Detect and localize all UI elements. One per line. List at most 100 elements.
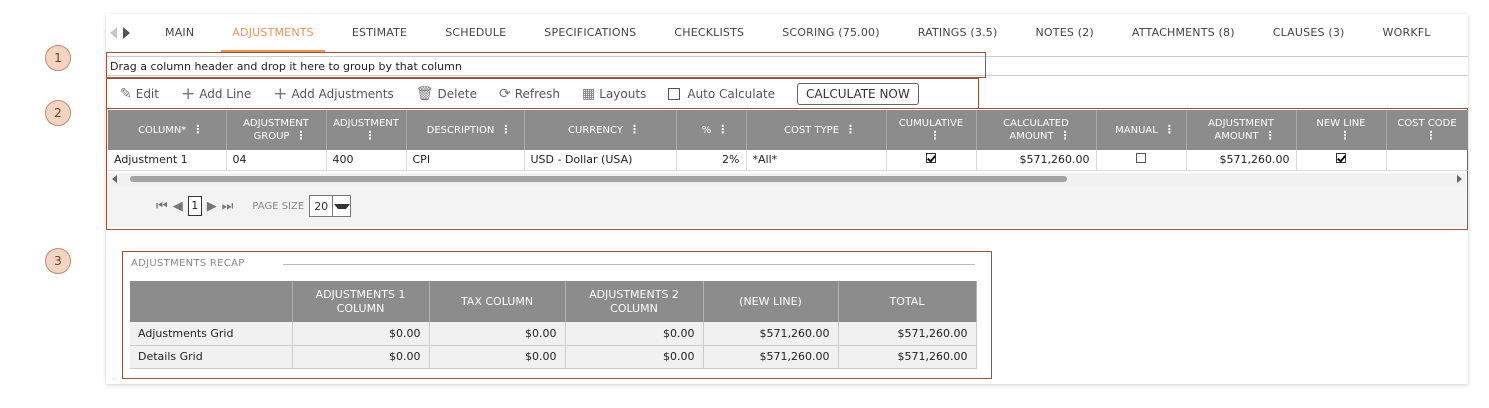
tab-main[interactable]: MAIN (165, 26, 195, 39)
cell-currency[interactable]: USD - Dollar (USA) (524, 150, 677, 171)
page-size-select[interactable]: 20 (309, 195, 352, 217)
tab-scroll-left-icon[interactable] (110, 27, 117, 39)
tab-scroll-right-icon[interactable] (123, 27, 130, 39)
recap-cell: $571,260.00 (838, 345, 977, 369)
tab-attachments[interactable]: ATTACHMENTS (8) (1131, 26, 1235, 39)
refresh-button[interactable]: ⟳ Refresh (499, 86, 560, 102)
add-line-label: Add Line (199, 87, 252, 101)
tab-estimate[interactable]: ESTIMATE (351, 26, 408, 39)
tab-checklists[interactable]: CHECKLISTS (674, 26, 745, 39)
column-header-adjustment-amount[interactable]: ADJUSTMENT AMOUNT ⋮ (1186, 110, 1297, 150)
callout-1: 1 (45, 45, 71, 71)
cell-cost-code[interactable] (1386, 150, 1468, 171)
recap-cell: $0.00 (429, 345, 566, 369)
column-menu-icon[interactable]: ⋮ (628, 122, 640, 136)
add-line-button[interactable]: + Add Line (181, 84, 251, 104)
recap-header-row: ADJUSTMENTS 1 COLUMN TAX COLUMN ADJUSTME… (130, 281, 977, 322)
pagination-bar: ⏮ ◀ 1 ▶ ⏭ PAGE SIZE 20 (108, 185, 1466, 227)
column-header-column[interactable]: COLUMN* ⋮ (108, 110, 227, 150)
column-header-manual[interactable]: MANUAL ⋮ (1096, 110, 1187, 150)
recap-cell: $571,260.00 (838, 322, 977, 346)
recap-cell: $0.00 (292, 322, 430, 346)
column-menu-icon[interactable]: ⋮ (1059, 128, 1071, 142)
tab-clauses[interactable]: CLAUSES (3) (1272, 26, 1345, 39)
first-page-icon[interactable]: ⏮ (156, 198, 168, 214)
recap-divider (283, 264, 975, 265)
cell-adjustment-amount[interactable]: $571,260.00 (1186, 150, 1297, 171)
previous-page-icon[interactable]: ◀ (172, 198, 183, 214)
auto-calculate-checkbox[interactable] (668, 88, 681, 100)
column-header-adjustment-group[interactable]: ADJUSTMENT GROUP ⋮ (226, 110, 327, 150)
column-header-cost-type[interactable]: COST TYPE ⋮ (746, 110, 887, 150)
refresh-icon: ⟳ (498, 86, 511, 102)
cell-calculated-amount[interactable]: $571,260.00 (976, 150, 1097, 171)
group-by-drop-area[interactable]: Drag a column header and drop it here to… (106, 56, 1468, 76)
column-menu-icon[interactable]: ⋮ (295, 128, 307, 142)
adjustments-panel: MAIN ADJUSTMENTS ESTIMATE SCHEDULE SPECI… (106, 14, 1468, 384)
column-header-cumulative[interactable]: CUMULATIVE ⋮ (886, 110, 977, 150)
tab-adjustments[interactable]: ADJUSTMENTS (213, 14, 333, 52)
column-header-currency[interactable]: CURRENCY ⋮ (524, 110, 677, 150)
column-header-description[interactable]: DESCRIPTION ⋮ (406, 110, 525, 150)
scroll-left-icon[interactable] (112, 175, 117, 183)
column-menu-icon[interactable]: ⋮ (1163, 122, 1175, 136)
manual-checkbox[interactable] (1136, 153, 1146, 164)
column-menu-icon[interactable]: ⋮ (929, 128, 941, 142)
column-header-percent[interactable]: % ⋮ (676, 110, 747, 150)
recap-cell: $571,260.00 (703, 322, 839, 346)
column-menu-icon[interactable]: ⋮ (364, 128, 376, 142)
next-page-icon[interactable]: ▶ (206, 198, 217, 214)
edit-button[interactable]: ✎ Edit (120, 86, 159, 102)
column-menu-icon[interactable]: ⋮ (192, 122, 204, 136)
tab-scoring[interactable]: SCORING (75.00) (782, 26, 880, 39)
callout-2: 2 (45, 100, 71, 126)
cell-description[interactable]: CPI (406, 150, 525, 171)
horizontal-scrollbar[interactable] (108, 173, 1466, 185)
column-menu-icon[interactable]: ⋮ (1264, 128, 1276, 142)
cell-cumulative[interactable] (886, 150, 977, 171)
delete-button[interactable]: 🗑 Delete (416, 86, 477, 102)
tab-workflow[interactable]: WORKFL (1382, 26, 1431, 39)
cell-manual[interactable] (1096, 150, 1187, 171)
add-adjustments-button[interactable]: + Add Adjustments (273, 84, 393, 104)
highlight-zone-1 (106, 52, 986, 78)
cell-column[interactable]: Adjustment 1 (108, 150, 227, 171)
chevron-down-icon[interactable] (332, 196, 350, 216)
column-menu-icon[interactable]: ⋮ (845, 122, 857, 136)
recap-cell: $0.00 (429, 322, 566, 346)
table-row: Adjustments Grid $0.00 $0.00 $0.00 $571,… (130, 322, 977, 346)
column-menu-icon[interactable]: ⋮ (1425, 128, 1437, 142)
calculate-now-button[interactable]: CALCULATE NOW (797, 83, 919, 105)
cell-new-line[interactable] (1296, 150, 1387, 171)
cell-adjustment-group[interactable]: 04 (226, 150, 327, 171)
column-header-calculated-amount[interactable]: CALCULATED AMOUNT ⋮ (976, 110, 1097, 150)
column-header-new-line[interactable]: NEW LINE ⋮ (1296, 110, 1387, 150)
column-menu-icon[interactable]: ⋮ (1339, 128, 1351, 142)
auto-calculate-toggle[interactable]: Auto Calculate (668, 87, 775, 101)
column-menu-icon[interactable]: ⋮ (717, 122, 729, 136)
column-menu-icon[interactable]: ⋮ (500, 122, 512, 136)
layouts-button[interactable]: ▦ Layouts (582, 86, 646, 102)
new-line-checkbox[interactable] (1336, 153, 1346, 164)
table-row: Details Grid $0.00 $0.00 $0.00 $571,260.… (130, 345, 977, 369)
column-header-adjustment[interactable]: ADJUSTMENT ⋮ (326, 110, 407, 150)
column-header-cost-code[interactable]: COST CODE ⋮ (1386, 110, 1468, 150)
cell-adjustment[interactable]: 400 (326, 150, 407, 171)
tab-schedule[interactable]: SCHEDULE (445, 26, 507, 39)
tab-specifications[interactable]: SPECIFICATIONS (544, 26, 637, 39)
current-page-number[interactable]: 1 (187, 196, 202, 216)
scrollbar-thumb[interactable] (130, 176, 1067, 182)
cell-cost-type[interactable]: *All* (746, 150, 887, 171)
last-page-icon[interactable]: ⏭ (221, 198, 234, 214)
tab-notes[interactable]: NOTES (2) (1035, 26, 1094, 39)
recap-row-label: Details Grid (130, 345, 293, 369)
table-row[interactable]: Adjustment 1 04 400 CPI USD - Dollar (US… (108, 150, 1468, 171)
highlight-zone-2-toolbar (106, 78, 979, 108)
cumulative-checkbox[interactable] (926, 153, 936, 164)
recap-header-adjustments-2: ADJUSTMENTS 2 COLUMN (565, 281, 704, 322)
callout-3: 3 (45, 248, 71, 274)
cell-percent[interactable]: 2% (676, 150, 747, 171)
recap-header-label (130, 281, 293, 322)
tab-ratings[interactable]: RATINGS (3.5) (917, 26, 998, 39)
scroll-right-icon[interactable] (1457, 175, 1462, 183)
